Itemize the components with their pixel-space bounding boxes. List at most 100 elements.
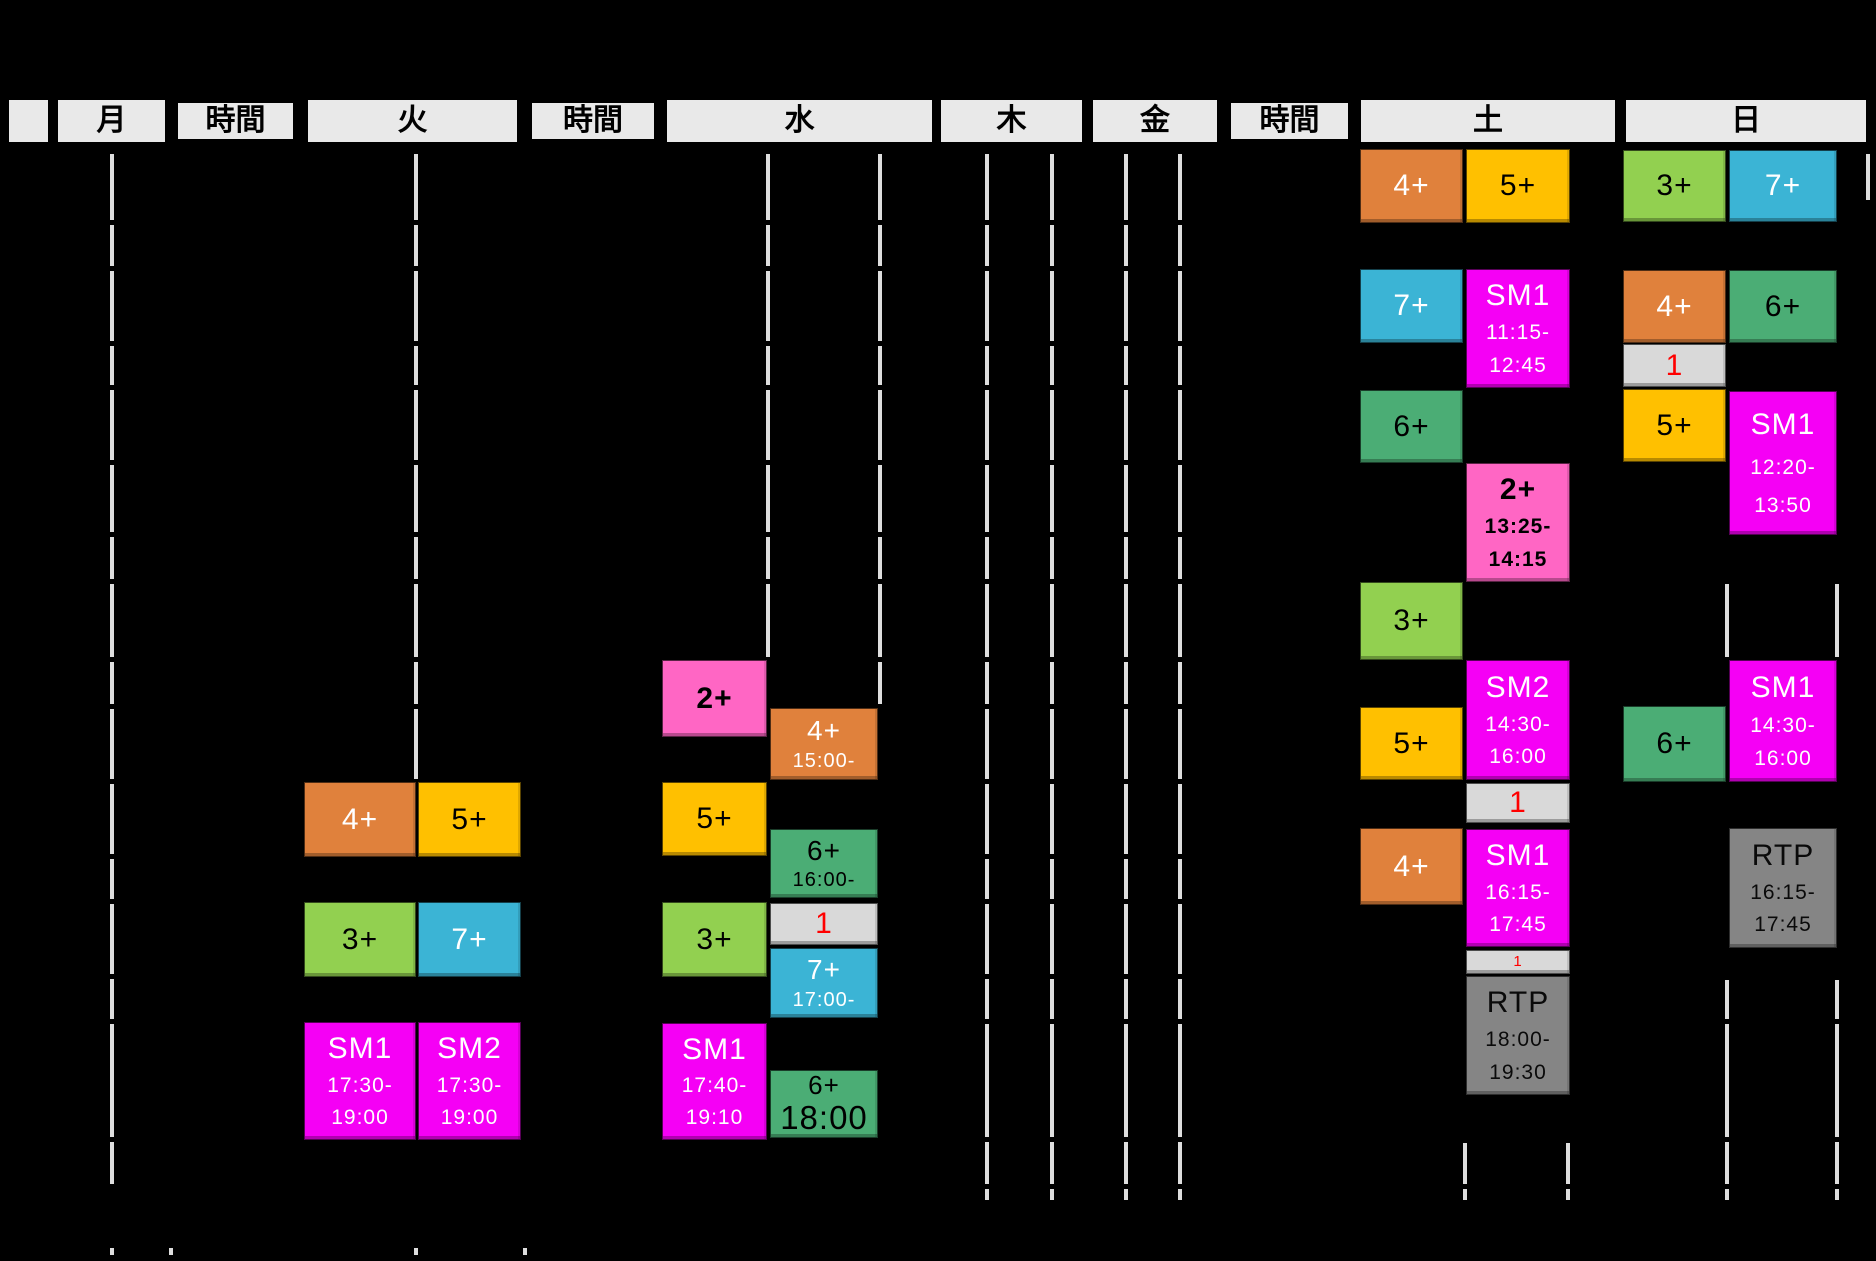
dashed-grid-line <box>523 1248 527 1255</box>
dashed-grid-line <box>1725 1189 1729 1200</box>
dashed-grid-line <box>1835 1024 1839 1137</box>
schedule-block-土-2+[interactable]: 2+ 13:25- 14:15 <box>1466 463 1570 582</box>
dashed-grid-line <box>110 537 114 579</box>
block-time: 19:00 <box>331 1105 389 1129</box>
header-time-column-2: 時間 <box>172 97 299 145</box>
dashed-grid-line <box>1050 1142 1054 1184</box>
schedule-block-日-SM1[interactable]: SM1 14:30- 16:00 <box>1729 660 1837 782</box>
schedule-block-日-3+[interactable]: 3+ <box>1623 150 1726 222</box>
dashed-grid-line <box>1866 154 1870 200</box>
dashed-grid-line <box>1124 225 1128 266</box>
schedule-block-水-1[interactable]: 1 <box>770 903 878 945</box>
schedule-block-火-SM2[interactable]: SM2 17:30- 19:00 <box>418 1022 521 1140</box>
block-label: 2+ <box>1499 473 1537 507</box>
dashed-grid-line <box>985 271 989 341</box>
dashed-grid-line <box>1050 537 1054 579</box>
schedule-block-日-6+[interactable]: 6+ <box>1729 270 1837 343</box>
dashed-grid-line <box>1835 1142 1839 1184</box>
schedule-block-土-1[interactable]: 1 <box>1466 950 1570 974</box>
schedule-block-土-6+[interactable]: 6+ <box>1360 390 1463 463</box>
dashed-grid-line <box>1124 465 1128 532</box>
schedule-block-土-SM1[interactable]: SM1 16:15- 17:45 <box>1466 829 1570 947</box>
block-label: 7+ <box>807 953 841 985</box>
schedule-block-水-5+[interactable]: 5+ <box>662 782 767 856</box>
dashed-grid-line <box>414 465 418 532</box>
dashed-grid-line <box>1050 1024 1054 1137</box>
schedule-block-土-SM2[interactable]: SM2 14:30- 16:00 <box>1466 660 1570 780</box>
schedule-block-土-SM1[interactable]: SM1 11:15- 12:45 <box>1466 269 1570 388</box>
block-label: 3+ <box>1656 169 1693 203</box>
block-label: 6+ <box>808 1070 840 1101</box>
schedule-block-火-3+[interactable]: 3+ <box>304 902 416 977</box>
dashed-grid-line <box>110 225 114 266</box>
schedule-block-土-4+[interactable]: 4+ <box>1360 149 1463 223</box>
dashed-grid-line <box>985 979 989 1019</box>
dashed-grid-line <box>985 1142 989 1184</box>
block-label: SM1 <box>1485 279 1551 313</box>
schedule-block-火-5+[interactable]: 5+ <box>418 782 521 857</box>
dashed-grid-line <box>110 271 114 341</box>
schedule-block-水-4+[interactable]: 4+ 15:00- <box>770 708 878 780</box>
schedule-block-日-7+[interactable]: 7+ <box>1729 150 1837 222</box>
schedule-block-火-7+[interactable]: 7+ <box>418 902 521 977</box>
schedule-block-土-1[interactable]: 1 <box>1466 783 1570 823</box>
dashed-grid-line <box>1178 154 1182 220</box>
dashed-grid-line <box>1050 154 1054 220</box>
dashed-grid-line <box>1050 709 1054 779</box>
block-time: 16:15- <box>1485 880 1551 904</box>
dashed-grid-line <box>1050 271 1054 341</box>
dashed-grid-line <box>766 465 770 532</box>
schedule-block-火-4+[interactable]: 4+ <box>304 782 416 857</box>
schedule-block-水-7+[interactable]: 7+ 17:00- <box>770 948 878 1018</box>
block-label: SM1 <box>1485 839 1551 873</box>
block-label: SM1 <box>327 1032 393 1066</box>
dashed-grid-line <box>878 225 882 266</box>
dashed-grid-line <box>878 154 882 220</box>
block-time: 13:50 <box>1754 494 1812 518</box>
block-time: 12:45 <box>1489 353 1547 377</box>
dashed-grid-line <box>766 584 770 657</box>
dashed-grid-line <box>414 154 418 220</box>
dashed-grid-line <box>878 346 882 385</box>
dashed-grid-line <box>985 709 989 779</box>
schedule-block-日-5+[interactable]: 5+ <box>1623 389 1726 462</box>
schedule-block-日-RTP[interactable]: RTP 16:15- 17:45 <box>1729 828 1837 948</box>
dashed-grid-line <box>878 537 882 579</box>
block-label: SM1 <box>1750 671 1816 705</box>
schedule-block-日-6+[interactable]: 6+ <box>1623 706 1726 782</box>
schedule-block-土-3+[interactable]: 3+ <box>1360 582 1463 660</box>
schedule-block-土-5+[interactable]: 5+ <box>1466 149 1570 223</box>
schedule-block-火-SM1[interactable]: SM1 17:30- 19:00 <box>304 1022 416 1140</box>
schedule-block-日-4+[interactable]: 4+ <box>1623 270 1726 343</box>
block-time: 16:00 <box>1489 745 1547 769</box>
schedule-block-日-SM1[interactable]: SM1 12:20- 13:50 <box>1729 391 1837 535</box>
schedule-block-水-SM1[interactable]: SM1 17:40- 19:10 <box>662 1023 767 1140</box>
schedule-block-水-2+[interactable]: 2+ <box>662 660 767 737</box>
dashed-grid-line <box>878 390 882 460</box>
block-time: 17:45 <box>1489 912 1547 936</box>
header-day-月: 月 <box>55 97 168 145</box>
block-label: RTP <box>1751 838 1815 872</box>
dashed-grid-line <box>414 225 418 266</box>
block-label: 7+ <box>451 922 488 956</box>
block-time: 18:00- <box>1485 1028 1551 1052</box>
dashed-grid-line <box>110 859 114 899</box>
schedule-block-日-1[interactable]: 1 <box>1623 344 1726 387</box>
schedule-block-水-6+[interactable]: 6+ 16:00- <box>770 829 878 898</box>
schedule-block-土-7+[interactable]: 7+ <box>1360 269 1463 343</box>
dashed-grid-line <box>1178 859 1182 899</box>
schedule-block-水-6+[interactable]: 6+ 18:00 <box>770 1070 878 1138</box>
dashed-grid-line <box>110 346 114 385</box>
dashed-grid-line <box>985 1024 989 1137</box>
block-label: 6+ <box>1393 409 1430 443</box>
schedule-block-土-4+[interactable]: 4+ <box>1360 828 1463 905</box>
dashed-grid-line <box>1178 390 1182 460</box>
dashed-grid-line <box>766 271 770 341</box>
schedule-block-水-3+[interactable]: 3+ <box>662 902 767 977</box>
schedule-block-土-5+[interactable]: 5+ <box>1360 707 1463 780</box>
dashed-grid-line <box>1178 537 1182 579</box>
dashed-grid-line <box>1178 1142 1182 1184</box>
schedule-block-土-RTP[interactable]: RTP 18:00- 19:30 <box>1466 976 1570 1095</box>
header-day-火: 火 <box>305 97 520 145</box>
